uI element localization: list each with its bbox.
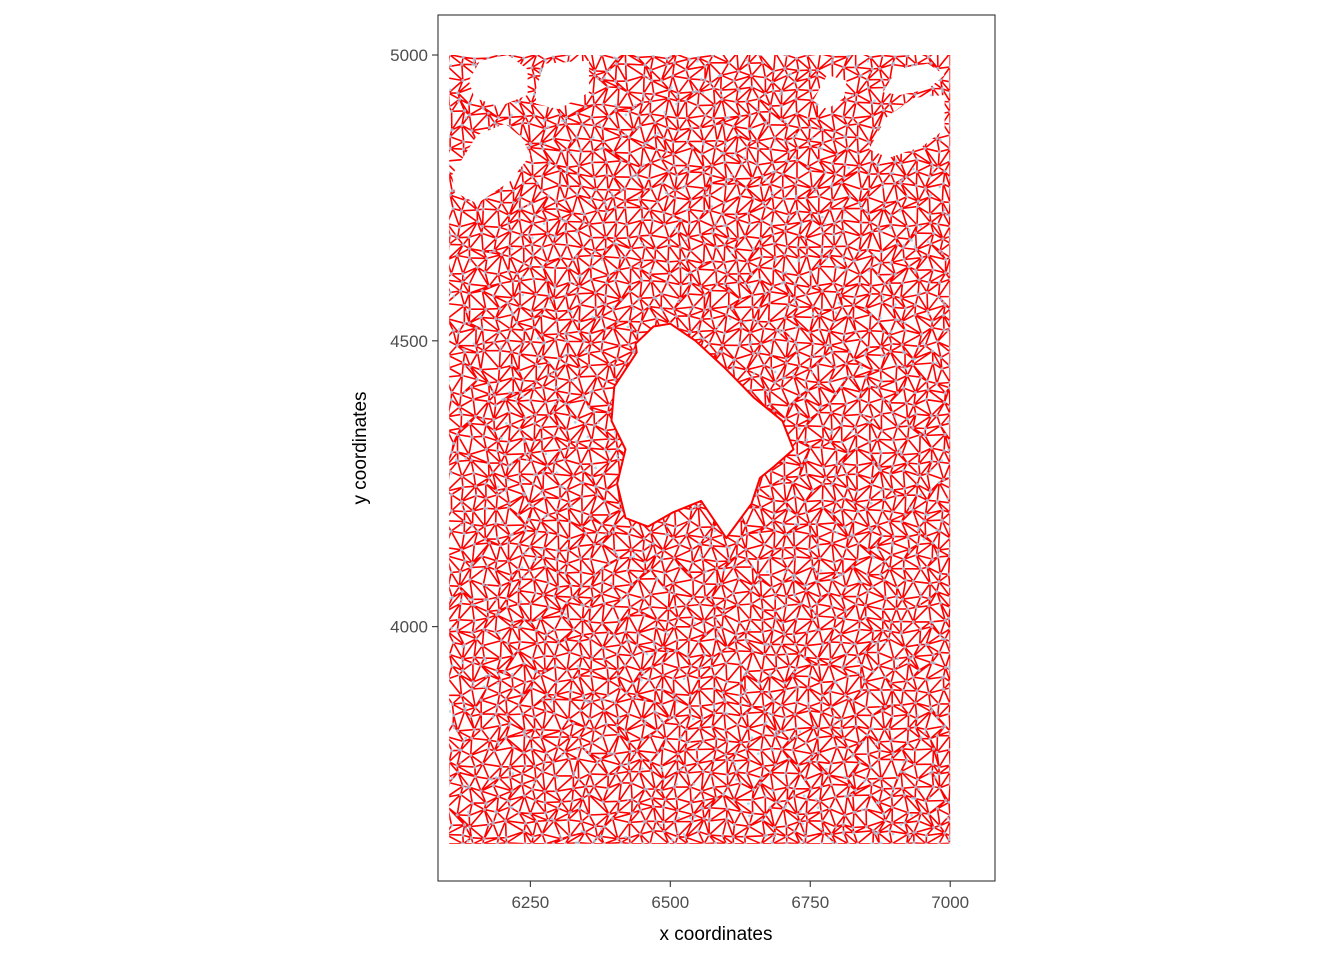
hole-boundary-edge	[610, 322, 795, 539]
x-tick-label: 6250	[511, 893, 549, 912]
plot-panel	[443, 45, 956, 849]
panel-border	[437, 14, 996, 882]
x-tick-label: 6500	[651, 893, 689, 912]
y-tick-label: 5000	[390, 46, 428, 65]
hole-outline	[610, 322, 795, 539]
y-tick-label: 4500	[390, 332, 428, 351]
network-edges	[444, 49, 951, 845]
cell-point-cloud	[443, 45, 956, 849]
y-axis-title: y coordinates	[350, 391, 371, 504]
x-axis: 6250 6500 6750 7000	[511, 881, 969, 912]
x-tick-label: 6750	[791, 893, 829, 912]
x-axis-title: x coordinates	[659, 924, 772, 945]
network-edge-mesh	[444, 49, 951, 845]
y-axis: 4000 4500 5000	[390, 46, 438, 637]
y-tick-label: 4000	[390, 618, 428, 637]
x-tick-label: 7000	[931, 893, 969, 912]
cell-points	[443, 45, 956, 849]
